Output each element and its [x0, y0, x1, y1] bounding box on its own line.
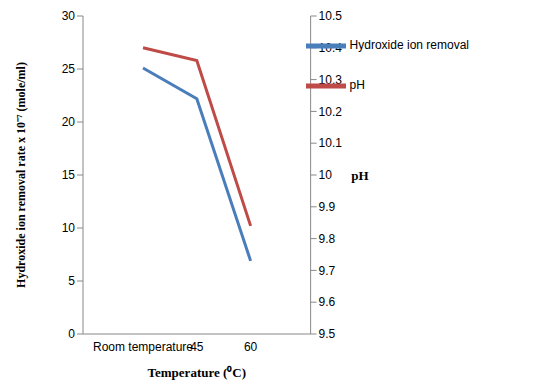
html-text:Hydroxide ion removal: Hydroxide ion removal [349, 38, 469, 53]
svg-text:10.1: 10.1 [319, 136, 343, 150]
svg-text:pH: pH [351, 168, 368, 183]
svg-text:30: 30 [62, 9, 76, 23]
svg-text:10: 10 [319, 168, 333, 182]
svg-text:10.5: 10.5 [319, 9, 343, 23]
svg-text:10: 10 [62, 221, 76, 235]
svg-text:9.7: 9.7 [319, 264, 336, 278]
svg-text:Hydroxide ion removal rate x 1: Hydroxide ion removal rate x 10⁻⁷ (mole/… [14, 62, 28, 288]
svg-text:60: 60 [244, 340, 258, 354]
svg-text:9.9: 9.9 [319, 200, 336, 214]
svg-text:45: 45 [190, 340, 204, 354]
svg-text:20: 20 [62, 115, 76, 129]
svg-text:9.8: 9.8 [319, 232, 336, 246]
svg-text:10.2: 10.2 [319, 105, 343, 119]
svg-text:0: 0 [68, 327, 75, 341]
svg-text:15: 15 [62, 168, 76, 182]
svg-text:5: 5 [68, 274, 75, 288]
svg-text:25: 25 [62, 62, 76, 76]
svg-text:9.5: 9.5 [319, 327, 336, 341]
svg-text:Temperature (⁰C): Temperature (⁰C) [148, 365, 247, 380]
svg-text:10.3: 10.3 [319, 73, 343, 87]
svg-text:9.6: 9.6 [319, 295, 336, 309]
html-text:pH: pH [349, 78, 365, 93]
svg-text:Room temperature: Room temperature [93, 340, 193, 354]
svg-text:10.4: 10.4 [319, 41, 343, 55]
